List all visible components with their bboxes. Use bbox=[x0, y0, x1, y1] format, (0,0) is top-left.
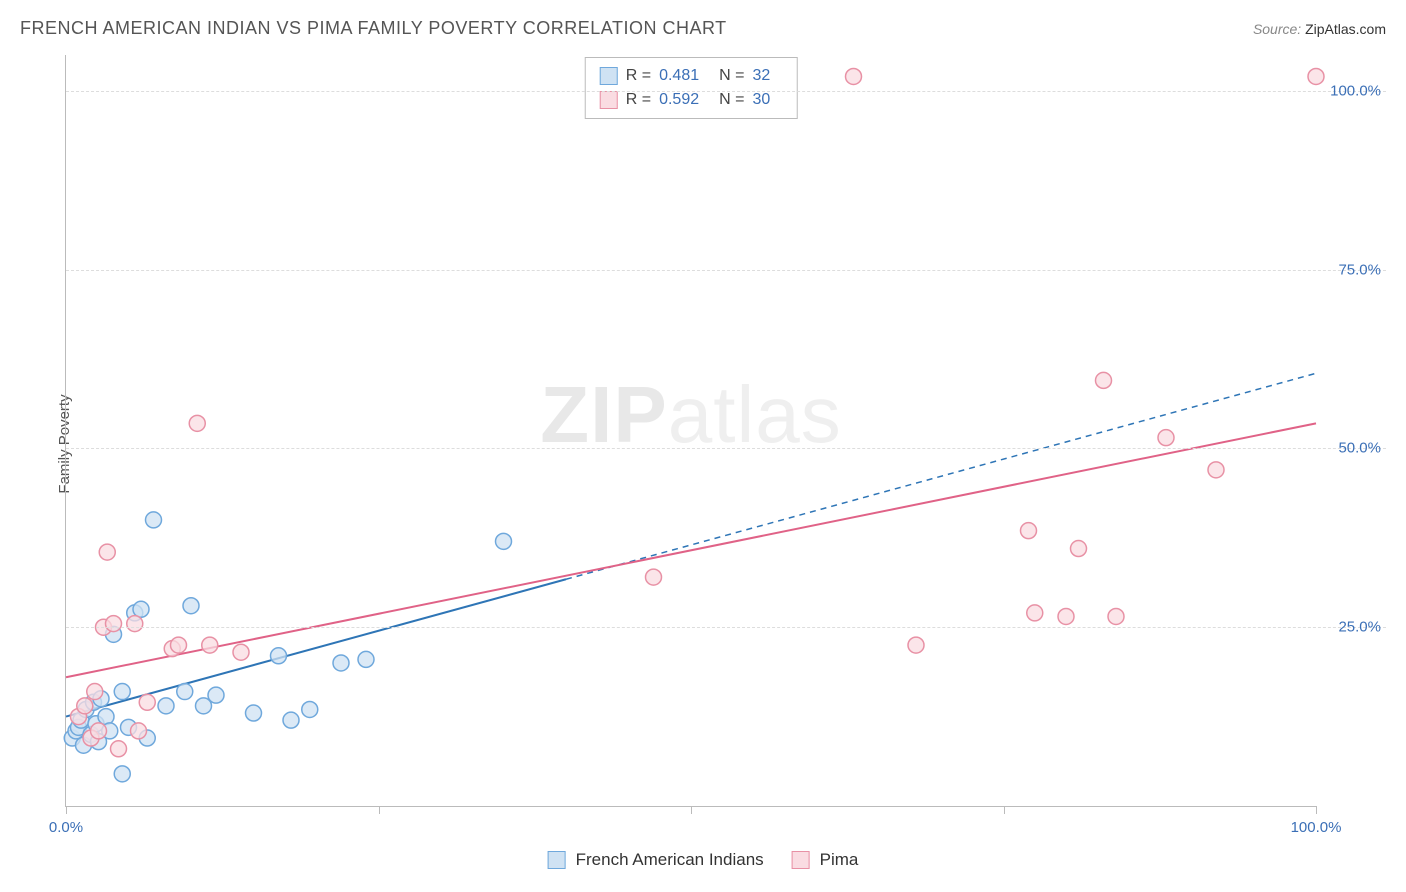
trend-line bbox=[66, 423, 1316, 677]
data-point bbox=[87, 684, 103, 700]
data-point bbox=[646, 569, 662, 585]
x-tick-label: 100.0% bbox=[1291, 819, 1342, 836]
legend-item: French American Indians bbox=[548, 850, 764, 870]
data-point bbox=[183, 598, 199, 614]
data-point bbox=[146, 512, 162, 528]
trend-line bbox=[66, 579, 566, 716]
series-legend: French American Indians Pima bbox=[548, 850, 859, 870]
legend-item: Pima bbox=[792, 850, 859, 870]
source-attribution: Source: ZipAtlas.com bbox=[1253, 21, 1386, 37]
legend-swatch bbox=[792, 851, 810, 869]
data-point bbox=[177, 684, 193, 700]
data-point bbox=[1058, 608, 1074, 624]
data-point bbox=[131, 723, 147, 739]
plot-region: ZIPatlas R =0.481N =32R =0.592N =30 25.0… bbox=[65, 55, 1316, 807]
x-tick bbox=[66, 806, 67, 814]
data-point bbox=[158, 698, 174, 714]
y-tick-label: 75.0% bbox=[1338, 261, 1381, 278]
data-point bbox=[233, 644, 249, 660]
gridline bbox=[66, 270, 1386, 271]
data-point bbox=[139, 694, 155, 710]
data-point bbox=[98, 709, 114, 725]
legend-label: Pima bbox=[820, 850, 859, 870]
data-point bbox=[91, 723, 107, 739]
chart-title: FRENCH AMERICAN INDIAN VS PIMA FAMILY PO… bbox=[20, 18, 727, 39]
x-tick bbox=[691, 806, 692, 814]
data-point bbox=[208, 687, 224, 703]
data-point bbox=[1308, 68, 1324, 84]
gridline bbox=[66, 91, 1386, 92]
data-point bbox=[1021, 523, 1037, 539]
data-point bbox=[1108, 608, 1124, 624]
data-point bbox=[114, 684, 130, 700]
data-point bbox=[189, 415, 205, 431]
data-point bbox=[106, 616, 122, 632]
gridline bbox=[66, 627, 1386, 628]
legend-label: French American Indians bbox=[576, 850, 764, 870]
gridline bbox=[66, 448, 1386, 449]
data-point bbox=[333, 655, 349, 671]
data-point bbox=[358, 651, 374, 667]
data-point bbox=[114, 766, 130, 782]
x-tick-label: 0.0% bbox=[49, 819, 83, 836]
data-point bbox=[202, 637, 218, 653]
source-label: Source: bbox=[1253, 21, 1301, 37]
data-point bbox=[77, 698, 93, 714]
data-point bbox=[302, 701, 318, 717]
data-point bbox=[1027, 605, 1043, 621]
data-point bbox=[171, 637, 187, 653]
data-point bbox=[846, 68, 862, 84]
data-point bbox=[99, 544, 115, 560]
x-tick bbox=[1004, 806, 1005, 814]
legend-swatch bbox=[548, 851, 566, 869]
x-tick bbox=[1316, 806, 1317, 814]
x-tick bbox=[379, 806, 380, 814]
plot-svg bbox=[66, 55, 1316, 806]
chart-area: Family Poverty ZIPatlas R =0.481N =32R =… bbox=[50, 55, 1386, 832]
data-point bbox=[908, 637, 924, 653]
trend-line-dashed bbox=[566, 373, 1316, 579]
y-tick-label: 25.0% bbox=[1338, 619, 1381, 636]
data-point bbox=[1071, 541, 1087, 557]
y-tick-label: 50.0% bbox=[1338, 440, 1381, 457]
y-tick-label: 100.0% bbox=[1330, 82, 1381, 99]
data-point bbox=[1158, 430, 1174, 446]
data-point bbox=[1208, 462, 1224, 478]
source-value: ZipAtlas.com bbox=[1305, 21, 1386, 37]
data-point bbox=[271, 648, 287, 664]
data-point bbox=[127, 616, 143, 632]
data-point bbox=[246, 705, 262, 721]
data-point bbox=[111, 741, 127, 757]
data-point bbox=[496, 533, 512, 549]
data-point bbox=[1096, 372, 1112, 388]
data-point bbox=[283, 712, 299, 728]
